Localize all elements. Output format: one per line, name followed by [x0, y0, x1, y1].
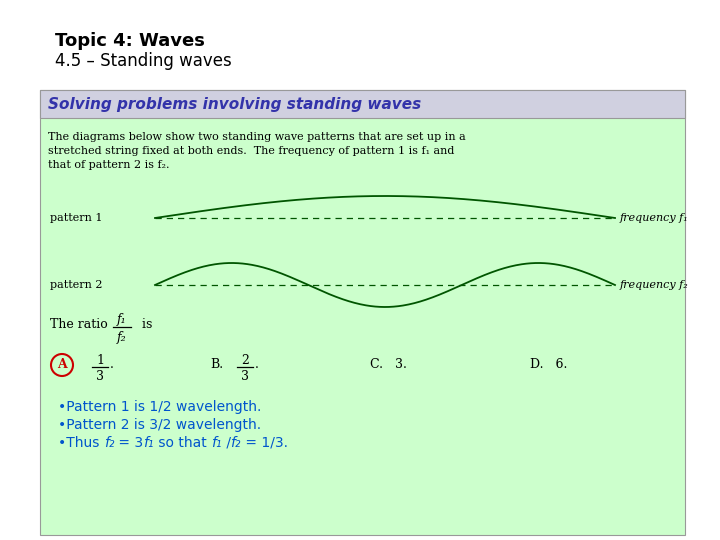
Text: D.   6.: D. 6. [530, 359, 567, 372]
Text: pattern 1: pattern 1 [50, 213, 102, 223]
Text: frequency f₁: frequency f₁ [620, 213, 689, 223]
Text: •Pattern 1 is 1/2 wavelength.: •Pattern 1 is 1/2 wavelength. [58, 400, 261, 414]
Text: C.   3.: C. 3. [370, 359, 407, 372]
Text: Topic 4: Waves: Topic 4: Waves [55, 32, 205, 50]
Text: f₁: f₁ [211, 436, 222, 450]
Text: B.: B. [210, 359, 223, 372]
Text: f₁: f₁ [143, 436, 154, 450]
Text: frequency f₂: frequency f₂ [620, 280, 689, 290]
Text: Solving problems involving standing waves: Solving problems involving standing wave… [48, 97, 421, 111]
Text: 3: 3 [96, 369, 104, 382]
Text: is: is [138, 319, 153, 332]
Bar [40, 90, 685, 118]
Text: = 3: = 3 [114, 436, 143, 450]
Text: 1: 1 [96, 354, 104, 367]
Text: 4.5 – Standing waves: 4.5 – Standing waves [55, 52, 232, 70]
Text: •Thus: •Thus [58, 436, 104, 450]
Text: stretched string fixed at both ends.  The frequency of pattern 1 is f₁ and: stretched string fixed at both ends. The… [48, 146, 454, 156]
Text: .: . [255, 359, 259, 372]
Text: pattern 2: pattern 2 [50, 280, 102, 290]
Text: 3: 3 [241, 369, 249, 382]
Text: •Pattern 2 is 3/2 wavelength.: •Pattern 2 is 3/2 wavelength. [58, 418, 261, 432]
Text: 2: 2 [241, 354, 249, 367]
Text: f₂: f₂ [104, 436, 114, 450]
Text: f₁: f₁ [117, 313, 127, 326]
Text: The ratio: The ratio [50, 319, 108, 332]
Text: /: / [222, 436, 230, 450]
Text: f₂: f₂ [230, 436, 241, 450]
Text: The diagrams below show two standing wave patterns that are set up in a: The diagrams below show two standing wav… [48, 132, 466, 142]
Text: f₂: f₂ [117, 330, 127, 343]
Text: so that: so that [154, 436, 211, 450]
Text: = 1/3.: = 1/3. [241, 436, 288, 450]
Bar [40, 90, 685, 535]
Text: .: . [110, 359, 114, 372]
Text: A: A [57, 359, 67, 372]
Text: that of pattern 2 is f₂.: that of pattern 2 is f₂. [48, 160, 169, 170]
